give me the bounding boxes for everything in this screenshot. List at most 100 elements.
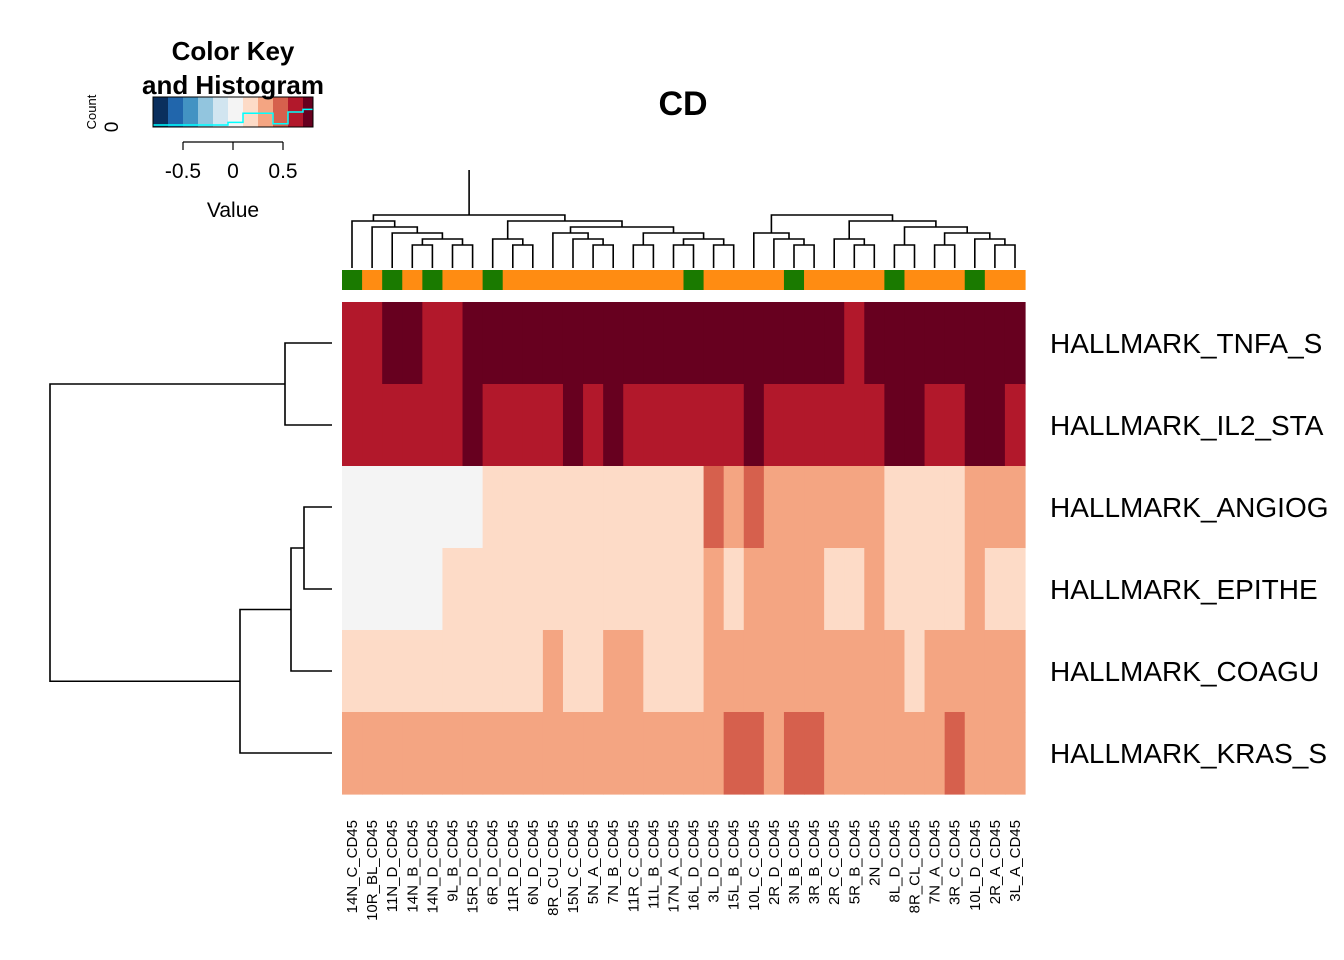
heatmap-cell [763,302,785,385]
heatmap-cell [884,712,906,795]
row-label: HALLMARK_IL2_STA [1050,410,1324,441]
heatmap-cell [944,384,966,467]
heatmap-cell [804,466,825,549]
heatmap-cell [763,384,785,467]
heatmap-cell [382,712,403,795]
row-label: HALLMARK_KRAS_S [1050,738,1327,769]
column-side-color [583,270,604,290]
heatmap-cell [944,548,966,631]
color-key-histogram [153,108,313,126]
heatmap-cell [984,712,1006,795]
heatmap-cell [844,384,865,467]
heatmap-cell [502,712,524,795]
heatmap-cell [623,712,644,795]
column-side-color [904,270,926,290]
column-label: 8L_D_CD45 [886,820,903,903]
heatmap-cell [462,302,484,385]
color-key-swatch [273,97,289,127]
dendrogram-branch [974,238,1006,268]
column-label: 17N_A_CD45 [665,820,682,913]
heatmap-cell [804,384,825,467]
heatmap-cell [402,384,423,467]
dendrogram-branch [793,244,815,268]
heatmap-cell [964,548,986,631]
heatmap-cell [462,466,484,549]
heatmap-cell [422,466,444,549]
row-dendrogram [49,342,332,754]
heatmap-cell [362,630,383,713]
color-key-swatch [198,97,214,127]
dendrogram-branch [632,244,655,268]
heatmap-cell [683,630,705,713]
heatmap-cell [583,302,604,385]
column-label: 3R_B_CD45 [806,820,823,904]
column-label: 10R_BL_CD45 [364,820,381,921]
heatmap-cell [542,630,564,713]
column-side-color [603,270,624,290]
dendrogram-branch [672,244,695,268]
heatmap-cell [482,466,504,549]
heatmap-cell [984,384,1006,467]
column-label: 2R_D_CD45 [766,820,783,905]
column-side-color [804,270,825,290]
heatmap-cell [663,630,685,713]
heatmap-cell [442,466,464,549]
heatmap-cell [522,548,544,631]
heatmap-cell [864,302,885,385]
heatmap-cell [703,630,725,713]
heatmap-cell [402,630,423,713]
column-labels: 14N_C_CD45 10R_BL_CD45 11N_D_CD45 14N_B_CD4… [344,820,1024,921]
heatmap-cell [924,548,946,631]
heatmap-cell [683,384,705,467]
color-key-swatch [228,97,244,127]
heatmap-cell [723,712,745,795]
chart-title: CD [658,85,707,123]
color-key-title-line2: and Histogram [142,70,324,100]
column-label: 11L_B_CD45 [645,820,662,909]
heatmap-cell [603,548,624,631]
heatmap-cell [924,384,946,467]
dendrogram-branch [933,244,956,268]
column-side-color [984,270,1006,290]
color-key-xlabel: Value [207,199,259,222]
color-key-bar [153,97,314,127]
heatmap-cell [944,466,966,549]
heatmap-cell [944,630,966,713]
heatmap-cell [382,384,403,467]
heatmap-cell [763,548,785,631]
heatmap-cell [844,302,865,385]
heatmap-cell [904,302,926,385]
dendrogram-branch [284,342,332,426]
column-side-color [723,270,745,290]
heatmap-cell [804,302,825,385]
heatmap-cell [864,630,885,713]
heatmap-cell [583,548,604,631]
column-side-color [522,270,544,290]
heatmap-cell [964,302,986,385]
row-label: HALLMARK_ANGIOG [1050,492,1329,523]
heatmap-cell [643,548,665,631]
heatmap-cell [783,630,805,713]
column-side-color [1004,270,1026,290]
heatmap-cell [1004,384,1026,467]
heatmap-cell [522,466,544,549]
column-side-color [743,270,765,290]
dendrogram-branch [712,244,735,268]
heatmap-cell [864,384,885,467]
heatmap-cell [884,548,906,631]
column-side-color [362,270,383,290]
heatmap-cell [743,466,765,549]
heatmap-cell [783,466,805,549]
column-label: 14N_B_CD45 [404,820,421,913]
heatmap-cell [562,712,584,795]
heatmap-cell [743,302,765,385]
column-label: 2R_A_CD45 [987,820,1004,904]
row-label: HALLMARK_TNFA_S [1050,328,1322,359]
heatmap-cell [583,630,604,713]
heatmap-cell [482,630,504,713]
heatmap-cell [663,384,685,467]
color-key-swatch [168,97,184,127]
heatmap-cell [964,384,986,467]
column-label: 8R_CL_CD45 [907,820,924,913]
column-label: 14N_C_CD45 [344,820,361,913]
